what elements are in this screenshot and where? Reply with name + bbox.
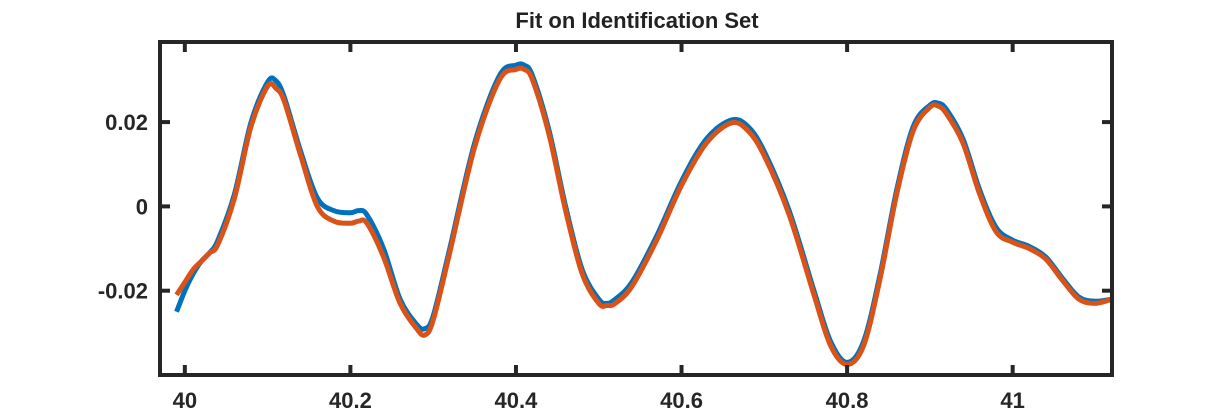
y-tick-label: -0.02 (98, 279, 148, 304)
x-tick-label: 40 (173, 388, 197, 413)
x-tick-label: 40.6 (660, 388, 703, 413)
axes-layer (158, 40, 1114, 377)
axes-box (158, 40, 1114, 377)
ticks-layer: 40 40.2 40.4 40.6 40.8 41 -0.02 0 0.02 (98, 42, 1112, 413)
x-tick-label: 41 (1000, 388, 1024, 413)
x-tick-label: 40.8 (826, 388, 869, 413)
chart-title: Fit on Identification Set (515, 8, 759, 33)
series-line-2 (174, 65, 1112, 367)
x-tick-label: 40.2 (329, 388, 372, 413)
series-line-1 (174, 61, 1112, 365)
x-tick-label: 40.4 (495, 388, 539, 413)
y-tick-label: 0.02 (105, 110, 148, 135)
y-tick-label: 0 (136, 194, 148, 219)
series-layer (174, 61, 1112, 367)
